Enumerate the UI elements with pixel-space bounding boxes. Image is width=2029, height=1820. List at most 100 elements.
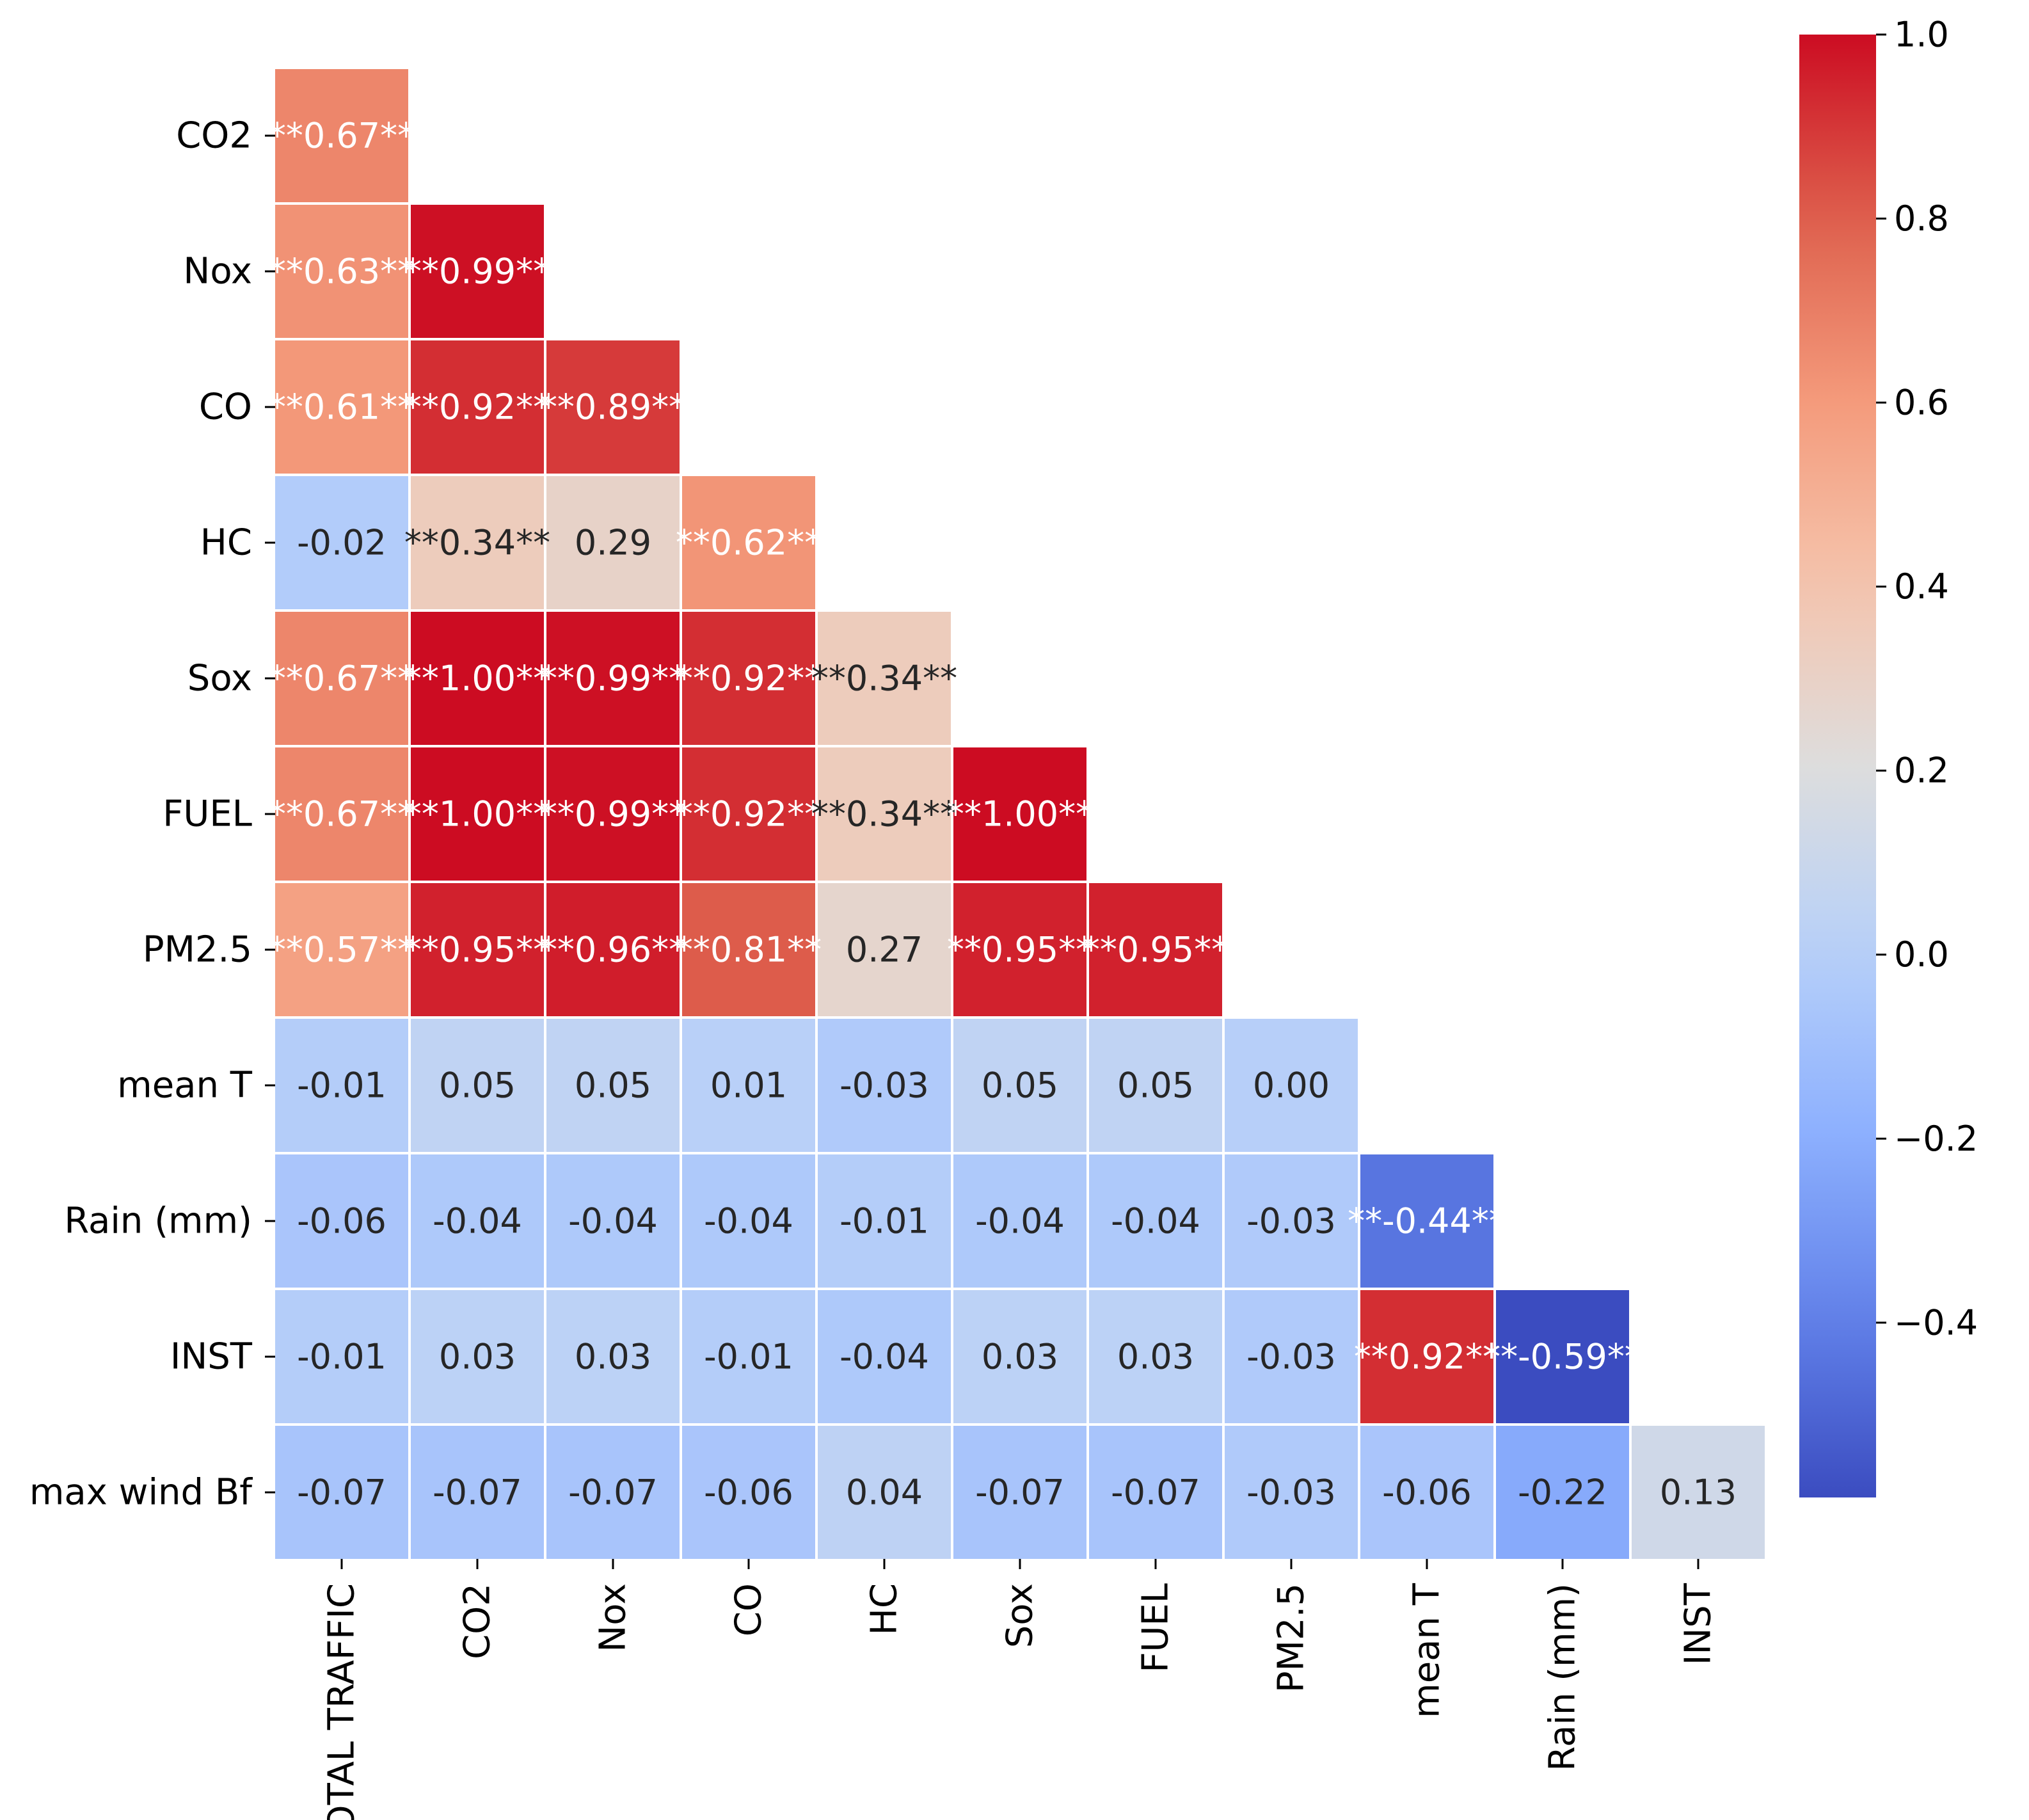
cell-label-r7-c5: 0.05 [982, 1066, 1058, 1106]
cell-label-r9-c2: 0.03 [575, 1337, 651, 1377]
y-tick-label-6: PM2.5 [143, 929, 252, 971]
heatmap-cell-r8-c7 [1225, 1154, 1358, 1288]
cell-label-r6-c1: **0.95** [404, 930, 550, 970]
y-axis: CO2 Nox CO HC Sox FUEL PM2.5 mean T Rain (mm) INS… [29, 115, 275, 1513]
heatmap-cell-r4-c2 [546, 612, 680, 745]
heatmap-cell-r10-c9 [1496, 1426, 1629, 1559]
heatmap-cell-r9-c0 [275, 1290, 408, 1423]
cell-label-r4-c1: **1.00** [404, 659, 550, 699]
heatmap-cell-r7-c5 [953, 1019, 1086, 1152]
cell-label-r9-c8: **0.92** [1354, 1337, 1500, 1377]
x-tick-label-0: TOTAL TRAFFIC [321, 1583, 363, 1820]
heatmap-cell-r6-c2 [546, 883, 680, 1016]
heatmap-cell-r5-c5 [953, 747, 1086, 881]
cell-label-r9-c7: -0.03 [1246, 1337, 1336, 1377]
cell-label-r3-c2: 0.29 [575, 523, 651, 563]
heatmap-cell-r7-c0 [275, 1019, 408, 1152]
cell-label-r5-c0: **0.67** [269, 794, 415, 834]
cell-label-r8-c5: -0.04 [975, 1201, 1065, 1241]
cell-label-r9-c4: -0.04 [839, 1337, 929, 1377]
cell-label-r10-c6: -0.07 [1111, 1473, 1200, 1513]
cell-label-r10-c7: -0.03 [1246, 1473, 1336, 1513]
heatmap-cell-r6-c0 [275, 883, 408, 1016]
cell-label-r4-c0: **0.67** [269, 659, 415, 699]
y-tick-label-10: max wind Bf [29, 1472, 253, 1513]
heatmap-cell-r10-c6 [1089, 1426, 1222, 1559]
heatmap-cell-r7-c7 [1225, 1019, 1358, 1152]
x-tick-label-4: HC [864, 1583, 905, 1635]
cell-label-r6-c2: **0.96** [540, 930, 686, 970]
cell-label-r8-c1: -0.04 [433, 1201, 522, 1241]
heatmap-cell-r2-c0 [275, 340, 408, 474]
cell-label-r8-c3: -0.04 [704, 1201, 793, 1241]
heatmap-cell-r4-c4 [818, 612, 951, 745]
cell-label-r9-c9: **-0.59** [1483, 1337, 1642, 1377]
heatmap-cell-r10-c5 [953, 1426, 1086, 1559]
cell-label-r4-c3: **0.92** [676, 659, 822, 699]
heatmap-cell-r10-c2 [546, 1426, 680, 1559]
cell-label-r10-c0: -0.07 [297, 1473, 386, 1513]
cell-label-r0-c0: **0.67** [269, 116, 415, 156]
heatmap-cell-r10-c3 [682, 1426, 815, 1559]
x-tick-label-10: INST [1678, 1583, 1719, 1665]
cell-label-r6-c6: **0.95** [1083, 930, 1229, 970]
cell-label-r2-c2: **0.89** [540, 387, 686, 427]
heatmap-cell-r8-c1 [411, 1154, 544, 1288]
heatmap-cell-r7-c1 [411, 1019, 544, 1152]
heatmap-cell-r3-c2 [546, 476, 680, 609]
x-tick-label-9: Rain (mm) [1542, 1583, 1584, 1771]
heatmap-cell-r9-c2 [546, 1290, 680, 1423]
cell-label-r6-c0: **0.57** [269, 930, 415, 970]
cell-label-r4-c4: **0.34** [811, 659, 957, 699]
cell-label-r5-c3: **0.92** [676, 794, 822, 834]
cell-label-r7-c4: -0.03 [839, 1066, 929, 1106]
y-tick-label-9: INST [170, 1336, 253, 1378]
colorbar-tick-label-7: −0.4 [1894, 1302, 1978, 1343]
cell-label-r1-c0: **0.63** [269, 251, 415, 292]
heatmap-cell-r10-c1 [411, 1426, 544, 1559]
cell-label-r8-c0: -0.06 [297, 1201, 386, 1241]
cell-label-r5-c4: **0.34** [811, 794, 957, 834]
heatmap-cell-r1-c1 [411, 205, 544, 338]
cell-label-r8-c4: -0.01 [839, 1201, 929, 1241]
heatmap-cell-r4-c1 [411, 612, 544, 745]
cell-annotations: **0.67****0.63****0.99****0.61****0.92**… [269, 116, 1737, 1513]
heatmap-cell-r6-c6 [1089, 883, 1222, 1016]
heatmap-cell-r3-c0 [275, 476, 408, 609]
heatmap-cell-r9-c6 [1089, 1290, 1222, 1423]
heatmap-cell-r6-c5 [953, 883, 1086, 1016]
heatmap-cell-r6-c4 [818, 883, 951, 1016]
y-tick-label-1: Nox [183, 251, 252, 292]
cell-label-r8-c7: -0.03 [1246, 1201, 1336, 1241]
y-tick-label-3: HC [200, 522, 252, 564]
colorbar: 1.0 0.8 0.6 0.4 0.2 0.0 −0.2 −0.4 [1799, 15, 1978, 1497]
heatmap-cell-r2-c2 [546, 340, 680, 474]
heatmap-cell-r8-c2 [546, 1154, 680, 1288]
cell-label-r9-c3: -0.01 [704, 1337, 793, 1377]
cell-label-r9-c5: 0.03 [982, 1337, 1058, 1377]
cell-label-r10-c1: -0.07 [433, 1473, 522, 1513]
colorbar-tick-label-4: 0.2 [1894, 751, 1949, 791]
cell-label-r5-c5: **1.00** [947, 794, 1093, 834]
cell-label-r2-c0: **0.61** [269, 387, 415, 427]
heatmap-cell-r9-c5 [953, 1290, 1086, 1423]
y-tick-label-4: Sox [187, 658, 252, 699]
heatmap-cell-r2-c1 [411, 340, 544, 474]
heatmap-cell-r0-c0 [275, 69, 408, 202]
heatmap-cell-r9-c1 [411, 1290, 544, 1423]
heatmap-cell-r6-c1 [411, 883, 544, 1016]
cell-label-r7-c2: 0.05 [575, 1066, 651, 1106]
heatmap-cell-r6-c3 [682, 883, 815, 1016]
heatmap-cells [275, 69, 1765, 1559]
heatmap-cell-r8-c8 [1360, 1154, 1493, 1288]
x-tick-label-7: PM2.5 [1271, 1583, 1312, 1693]
x-tick-label-1: CO2 [457, 1583, 498, 1659]
cell-label-r2-c1: **0.92** [404, 387, 550, 427]
heatmap-cell-r5-c3 [682, 747, 815, 881]
heatmap-cell-r3-c1 [411, 476, 544, 609]
y-tick-label-2: CO [199, 387, 252, 428]
cell-label-r8-c2: -0.04 [568, 1201, 658, 1241]
colorbar-tick-label-1: 0.8 [1894, 198, 1949, 239]
cell-label-r10-c3: -0.06 [704, 1473, 793, 1513]
